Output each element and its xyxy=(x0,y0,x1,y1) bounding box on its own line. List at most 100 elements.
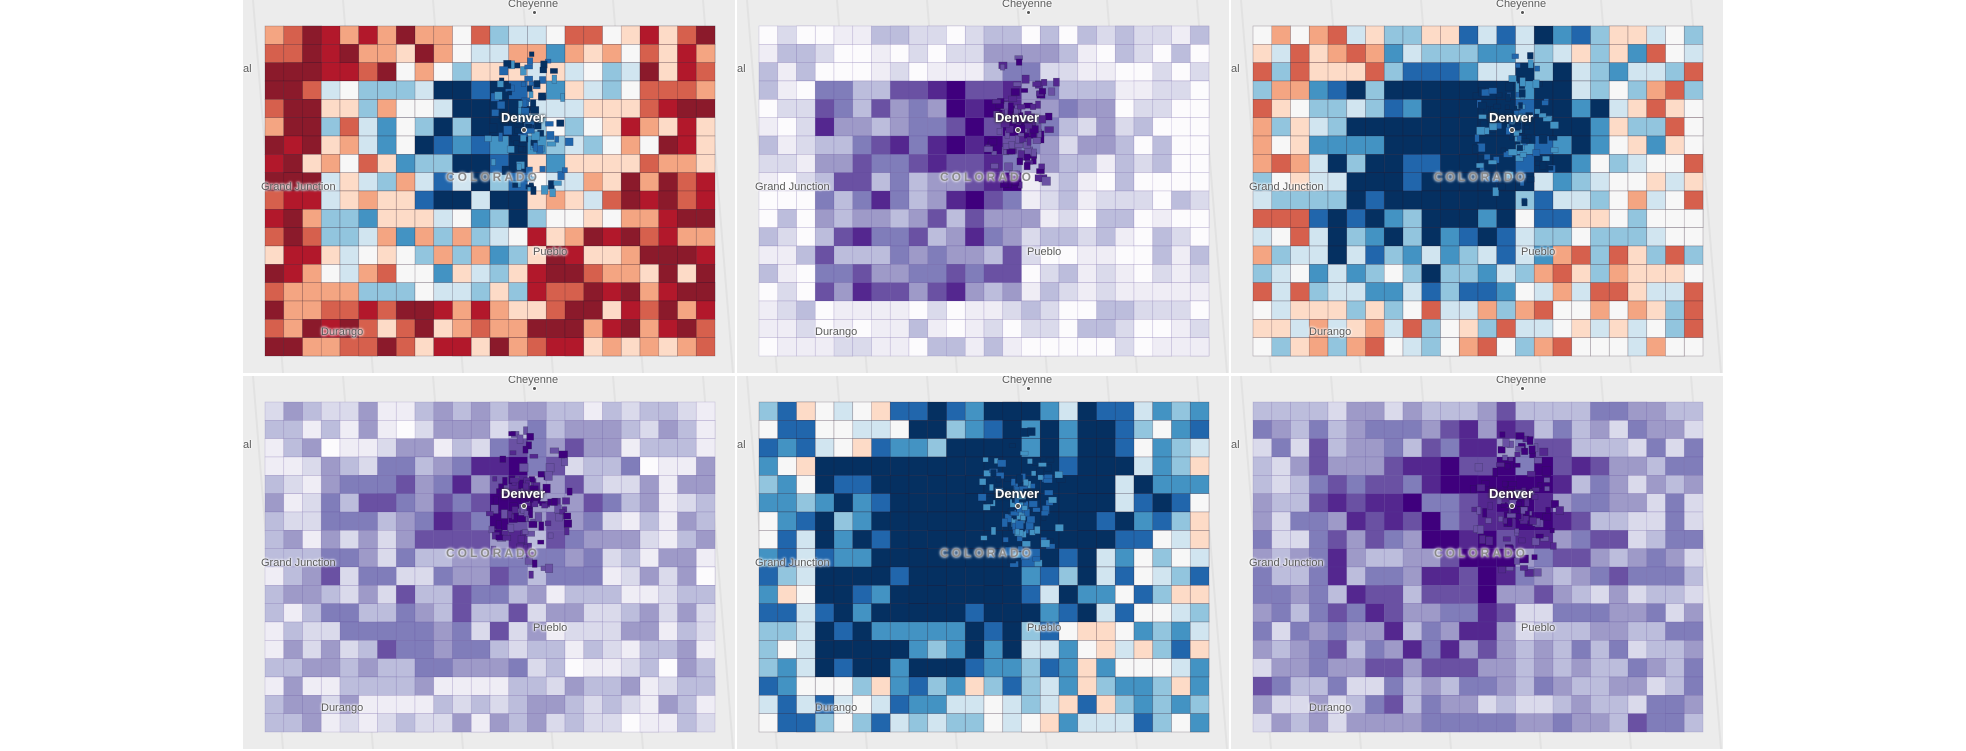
census-tract xyxy=(1665,245,1685,265)
census-tract xyxy=(1021,676,1041,696)
census-tract xyxy=(564,713,585,733)
urban-tract xyxy=(1508,481,1517,487)
census-tract xyxy=(1096,300,1116,320)
census-tract xyxy=(1189,300,1210,320)
urban-tract xyxy=(1502,518,1508,525)
census-tract xyxy=(1114,475,1135,494)
choropleth-svg xyxy=(1231,0,1723,373)
census-tract xyxy=(1308,154,1329,173)
census-tract xyxy=(1402,44,1423,63)
census-tract xyxy=(395,401,416,421)
census-tract xyxy=(527,25,547,45)
census-tract xyxy=(852,209,872,228)
census-tract xyxy=(677,493,697,513)
census-tract xyxy=(1077,227,1097,247)
census-tract xyxy=(1477,401,1498,421)
census-tract xyxy=(302,154,322,173)
urban-tract xyxy=(988,138,998,146)
census-tract xyxy=(1665,420,1685,439)
census-tract xyxy=(470,695,491,714)
urban-tract xyxy=(506,145,515,154)
urban-tract xyxy=(551,74,557,84)
census-tract xyxy=(1252,282,1273,302)
census-tract xyxy=(1665,227,1685,247)
census-tract xyxy=(527,300,547,320)
map-panel-bottom-center[interactable]: Cheyenne al Denver COLORADO Grand Juncti… xyxy=(737,376,1229,749)
census-tract xyxy=(1308,658,1329,678)
census-tract xyxy=(1496,676,1516,696)
census-tract xyxy=(796,640,816,659)
census-tract xyxy=(639,190,660,210)
census-tract xyxy=(1189,80,1210,100)
map-panel-bottom-left[interactable]: Cheyenne al Denver COLORADO Grand Juncti… xyxy=(243,376,735,749)
map-panel-top-center[interactable]: Cheyenne al Denver COLORADO Grand Juncti… xyxy=(737,0,1229,373)
census-tract xyxy=(1552,621,1573,641)
census-tract xyxy=(470,227,491,247)
census-tract xyxy=(1327,190,1348,210)
map-label-durango: Durango xyxy=(321,326,364,338)
map-panel-top-left[interactable]: Cheyenne al Denver COLORADO Grand Juncti… xyxy=(243,0,735,373)
census-tract xyxy=(1665,264,1685,283)
census-tract xyxy=(1365,245,1385,265)
census-tract xyxy=(677,172,697,192)
map-label-durango: Durango xyxy=(321,702,364,714)
census-tract xyxy=(1039,337,1060,357)
urban-tract xyxy=(1054,524,1064,532)
census-tract xyxy=(1608,282,1629,302)
census-tract xyxy=(1290,117,1310,137)
census-tract xyxy=(1683,621,1704,641)
census-tract xyxy=(1096,548,1116,568)
census-tract xyxy=(620,282,641,302)
census-tract xyxy=(564,190,585,210)
census-tract xyxy=(1133,227,1154,247)
census-tract xyxy=(1402,695,1423,714)
census-tract xyxy=(658,264,678,283)
census-tract xyxy=(814,245,835,265)
census-tract xyxy=(871,621,891,641)
census-tract xyxy=(545,25,566,45)
urban-tract xyxy=(1485,536,1494,546)
census-tract xyxy=(1152,456,1172,476)
census-tract xyxy=(871,154,891,173)
census-tract xyxy=(283,135,303,155)
map-panel-bottom-right[interactable]: Cheyenne al Denver COLORADO Grand Juncti… xyxy=(1231,376,1723,749)
census-tract xyxy=(1590,658,1610,678)
urban-tract xyxy=(1024,110,1032,117)
census-tract xyxy=(583,190,603,210)
census-tract xyxy=(489,44,510,63)
census-tract xyxy=(1590,695,1610,714)
map-panel-top-right[interactable]: Cheyenne al Denver COLORADO Grand Juncti… xyxy=(1231,0,1723,373)
census-tract xyxy=(1114,264,1135,283)
urban-tract xyxy=(1542,155,1550,162)
census-tract xyxy=(564,695,585,714)
census-tract xyxy=(1039,548,1060,568)
urban-tract xyxy=(1495,92,1503,99)
census-tract xyxy=(583,713,603,733)
census-tract xyxy=(452,337,472,357)
census-tract xyxy=(1002,209,1022,228)
census-tract xyxy=(1477,319,1498,338)
census-tract xyxy=(1308,99,1329,118)
census-tract xyxy=(889,80,910,100)
census-tract xyxy=(889,695,910,714)
urban-tract xyxy=(1516,145,1523,151)
census-tract xyxy=(1590,530,1610,549)
census-tract xyxy=(964,713,985,733)
census-tract xyxy=(264,337,285,357)
census-tract xyxy=(1421,585,1441,604)
census-tract xyxy=(1683,713,1704,733)
census-tract xyxy=(796,227,816,247)
census-tract xyxy=(677,264,697,283)
urban-tract xyxy=(1502,480,1508,487)
census-tract xyxy=(964,300,985,320)
census-tract xyxy=(264,456,285,476)
urban-tract xyxy=(511,506,519,514)
census-tract xyxy=(395,190,416,210)
choropleth-svg xyxy=(737,376,1229,749)
census-tract xyxy=(964,603,985,623)
census-tract xyxy=(620,676,641,696)
urban-tract xyxy=(1014,142,1024,149)
census-tract xyxy=(1496,44,1516,63)
census-tract xyxy=(395,154,416,173)
urban-tract xyxy=(1541,100,1549,106)
